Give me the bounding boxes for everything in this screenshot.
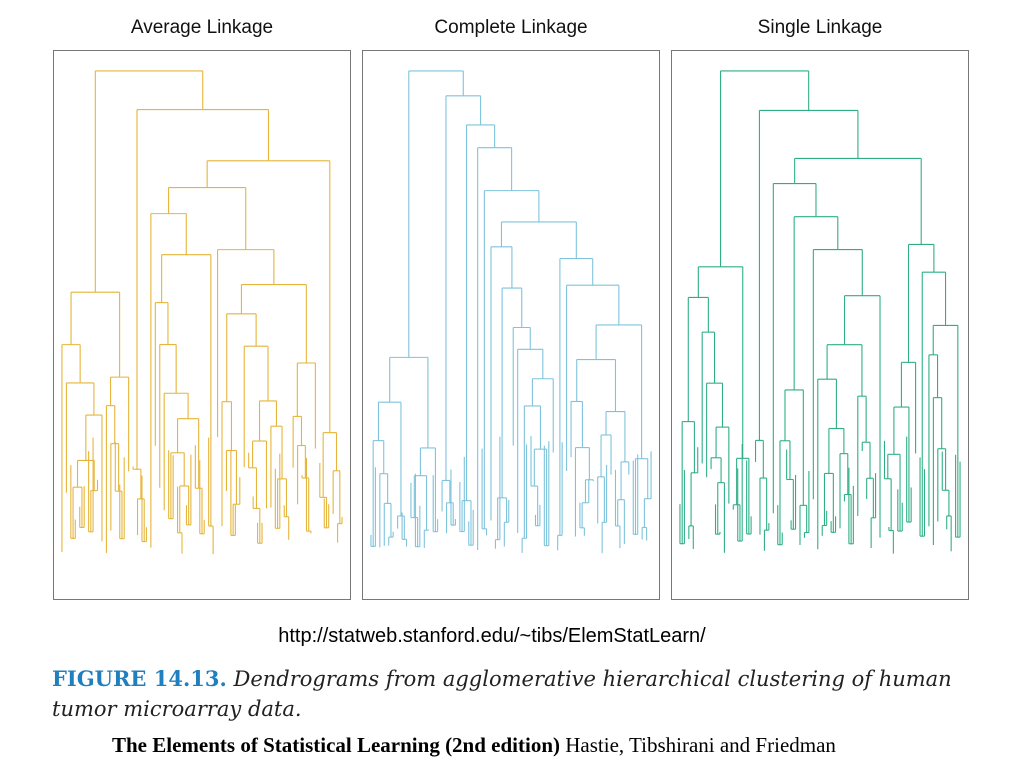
panel-title-average: Average Linkage [130, 17, 274, 38]
panel-title-single: Single Linkage [757, 17, 883, 38]
dendrogram-complete [370, 70, 652, 554]
dendrogram-panel-average [53, 50, 351, 600]
figure-caption-text: Dendrograms from agglomerative hierarchi… [52, 667, 952, 721]
dendrogram-average [61, 70, 343, 555]
figure-label: FIGURE 14.13. [52, 666, 227, 691]
dendrogram-panel-complete [362, 50, 660, 600]
dendrogram-single [679, 70, 961, 554]
dendrogram-panel-single [671, 50, 969, 600]
book-footer: The Elements of Statistical Learning (2n… [112, 733, 836, 758]
figure-caption: FIGURE 14.13. Dendrograms from agglomera… [52, 664, 1002, 724]
book-title: The Elements of Statistical Learning (2n… [112, 733, 561, 757]
book-authors: Hastie, Tibshirani and Friedman [565, 733, 836, 757]
panel-title-complete: Complete Linkage [434, 17, 588, 38]
source-url[interactable]: http://statweb.stanford.edu/~tibs/ElemSt… [278, 625, 706, 647]
